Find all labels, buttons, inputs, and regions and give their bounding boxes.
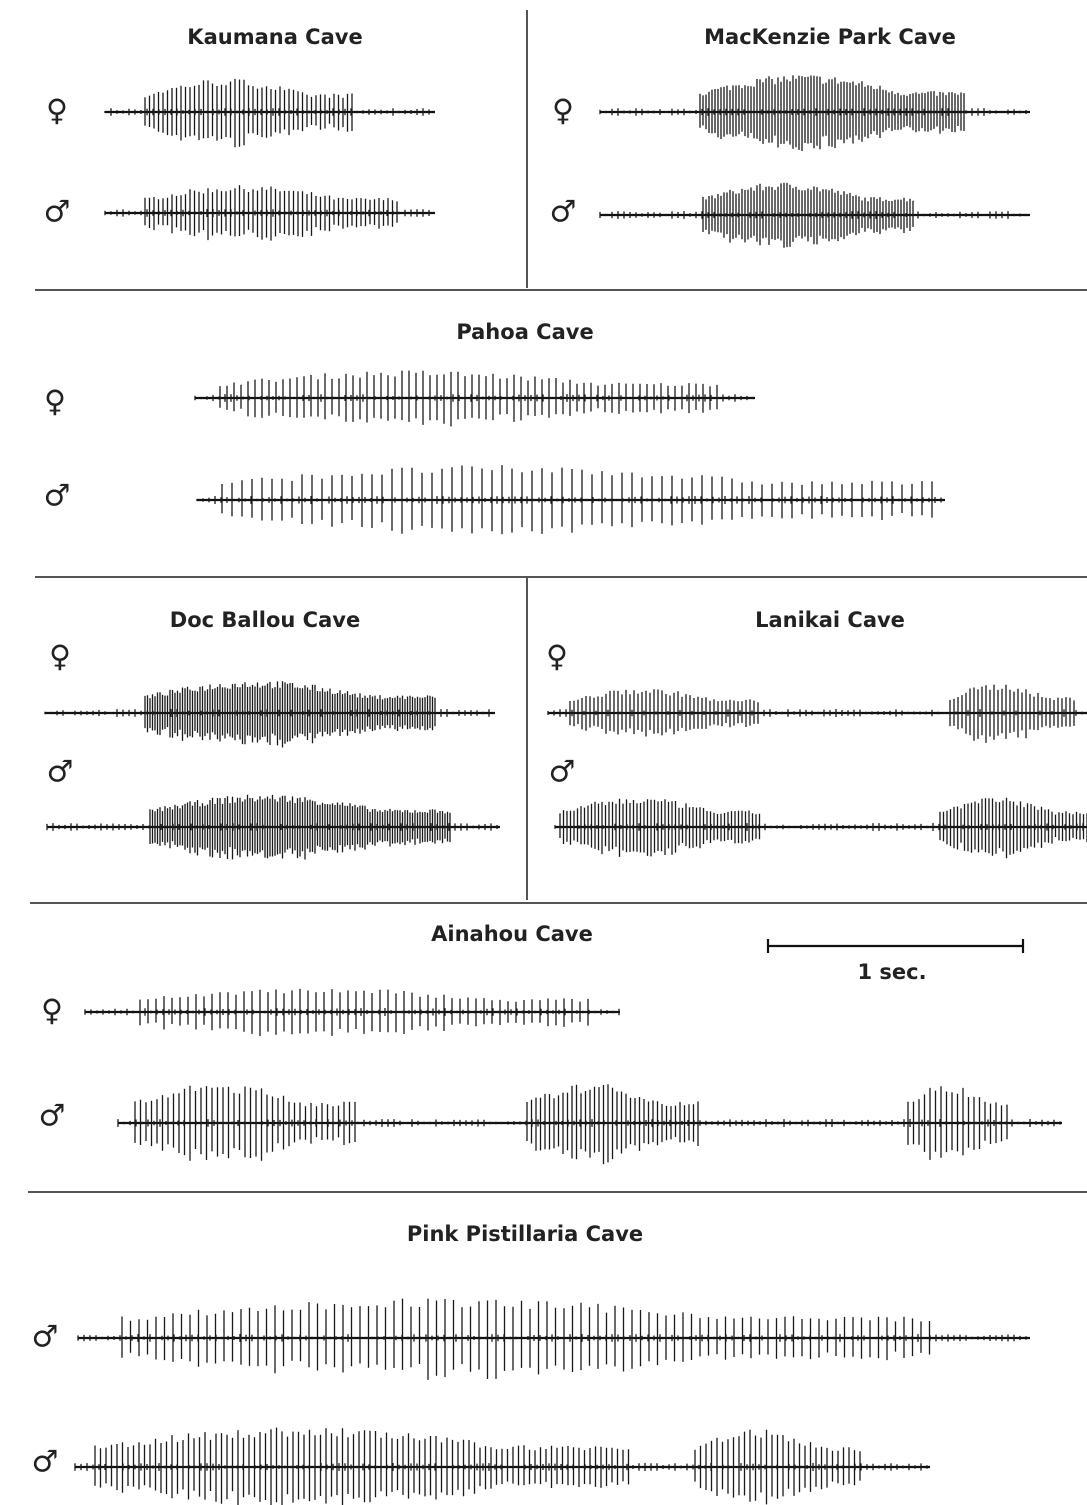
scale-bar: 1 sec. <box>768 939 1023 984</box>
scale-label: 1 sec. <box>857 960 926 984</box>
sex-symbol: ♀ <box>44 385 66 420</box>
sex-symbol: ♀ <box>46 94 68 129</box>
waveform <box>45 681 489 747</box>
figure: Kaumana Cave ♀ ♂ MacKenzie Park Cave ♀ ♂… <box>0 0 1087 1505</box>
sex-symbol: ♂ <box>32 1445 59 1480</box>
waveform <box>105 185 429 241</box>
sex-symbol: ♀ <box>546 640 568 675</box>
waveform <box>118 1084 1060 1164</box>
sex-symbol: ♂ <box>550 195 577 230</box>
sex-symbol: ♂ <box>32 1320 59 1355</box>
waveform <box>600 75 1026 151</box>
panel-title: Doc Ballou Cave <box>170 608 360 632</box>
panel-title: Kaumana Cave <box>187 25 362 49</box>
sex-symbol: ♂ <box>549 755 576 790</box>
waveform <box>78 1299 1026 1380</box>
panel-title: Ainahou Cave <box>431 922 593 946</box>
sex-symbol: ♂ <box>47 755 74 790</box>
waveform <box>105 79 429 147</box>
panel-title: Lanikai Cave <box>755 608 905 632</box>
sex-symbol: ♀ <box>49 640 71 675</box>
sex-symbol: ♀ <box>552 94 574 129</box>
sex-symbol: ♂ <box>44 479 71 514</box>
sex-symbol: ♀ <box>41 994 63 1029</box>
panel-title: MacKenzie Park Cave <box>704 25 956 49</box>
sex-symbol: ♂ <box>39 1099 66 1134</box>
panel-title: Pink Pistillaria Cave <box>407 1222 643 1246</box>
panel-title: Pahoa Cave <box>456 320 593 344</box>
sex-symbol: ♂ <box>44 195 71 230</box>
